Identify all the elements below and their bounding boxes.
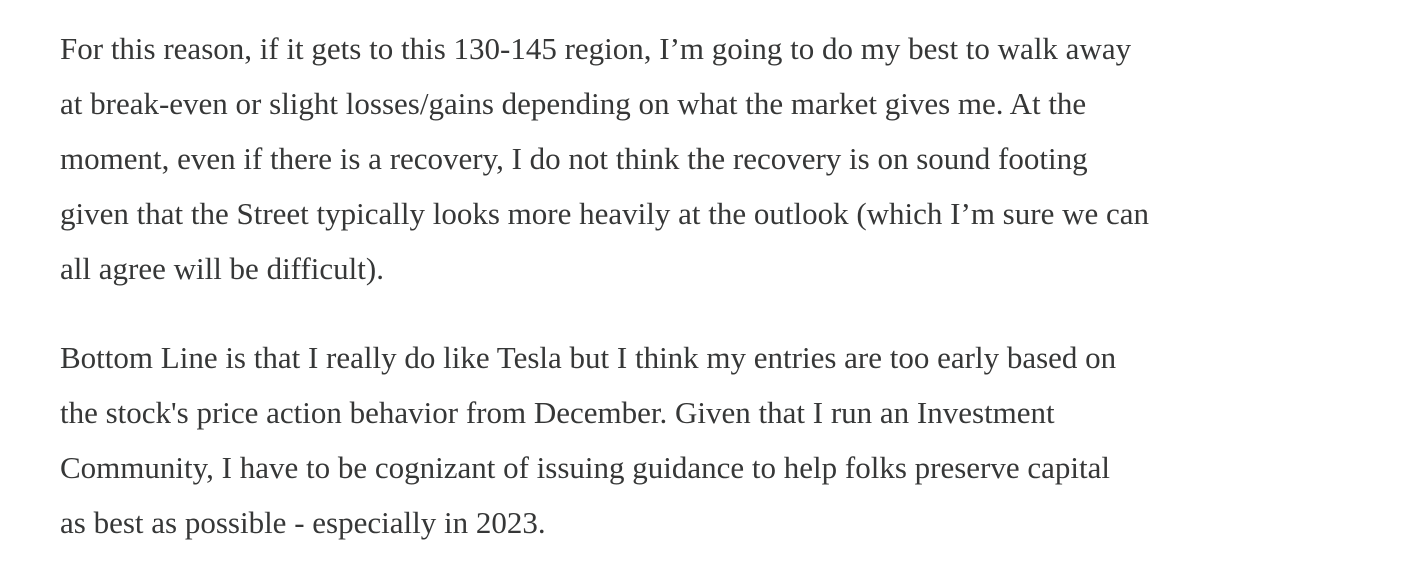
paragraph: For this reason, if it gets to this 130-…: [60, 21, 1390, 296]
text-line: Community, I have to be cognizant of iss…: [60, 450, 1110, 485]
text-line: at break-even or slight losses/gains dep…: [60, 86, 1087, 121]
paragraph: Bottom Line is that I really do like Tes…: [60, 330, 1390, 550]
text-line: the stock's price action behavior from D…: [60, 395, 1055, 430]
text-line: For this reason, if it gets to this 130-…: [60, 31, 1132, 66]
text-line: Bottom Line is that I really do like Tes…: [60, 340, 1117, 375]
text-line: as best as possible - especially in 2023…: [60, 505, 546, 540]
page: For this reason, if it gets to this 130-…: [60, 31, 1149, 540]
text-line: given that the Street typically looks mo…: [60, 196, 1149, 231]
article-body: For this reason, if it gets to this 130-…: [60, 21, 1390, 584]
text-line: all agree will be difficult).: [60, 251, 384, 286]
text-line: moment, even if there is a recovery, I d…: [60, 141, 1088, 176]
